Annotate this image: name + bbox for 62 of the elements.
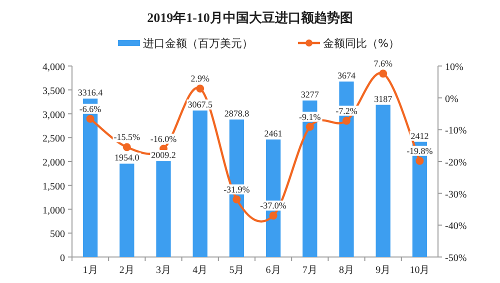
point <box>269 212 278 220</box>
data-label: -6.6% <box>79 104 102 114</box>
x-tick-label: 4月 <box>192 265 208 276</box>
data-label: 2412 <box>410 130 429 141</box>
data-label: 3067.5 <box>188 100 213 110</box>
data-label: -15.5% <box>114 132 141 142</box>
data-label: 2878.8 <box>224 108 250 119</box>
data-label: 1954.0 <box>114 152 140 163</box>
bar <box>156 161 171 257</box>
x-tick-label: 5月 <box>229 265 244 276</box>
data-label: 2009.2 <box>151 150 176 160</box>
point <box>379 70 388 78</box>
x-tick-label: 8月 <box>339 265 354 276</box>
y-tick-label: 1,000 <box>42 205 65 216</box>
x-tick-label: 9月 <box>376 265 391 276</box>
y-tick-label: 0 <box>60 253 65 264</box>
x-tick-label: 7月 <box>302 265 318 276</box>
bar <box>192 110 208 257</box>
x-tick-label: 6月 <box>266 265 281 276</box>
legend-label: 进口金额（百万美元） <box>143 37 253 50</box>
point <box>232 195 241 204</box>
data-label: -9.1% <box>299 112 322 122</box>
y-tick-label: 500 <box>50 229 65 240</box>
data-label: 2.9% <box>190 74 210 84</box>
x-tick-label: 3月 <box>156 265 171 276</box>
point <box>122 143 131 152</box>
y-tick-label: 3,500 <box>42 86 65 97</box>
data-label: 3277 <box>300 90 320 100</box>
data-label: 2461 <box>264 128 282 138</box>
data-label: -19.8% <box>406 146 434 156</box>
y2-tick-label: 0% <box>445 94 458 105</box>
legend-label: 金额同比（%） <box>323 37 400 50</box>
point <box>416 156 424 165</box>
data-label: -37.0% <box>260 200 287 211</box>
chart-title: 2019年1-10月中国大豆进口额趋势图 <box>147 10 353 25</box>
data-label: 3187 <box>374 94 393 104</box>
point <box>306 122 314 131</box>
point <box>342 116 350 125</box>
y-tick-label: 4,000 <box>42 62 65 73</box>
data-label: -31.9% <box>224 184 250 194</box>
data-label: -7.2% <box>336 106 358 116</box>
y2-tick-label: -50% <box>445 253 467 264</box>
y-tick-label: 1,500 <box>42 181 65 192</box>
y2-tick-label: 10% <box>445 62 464 73</box>
data-label: 3674 <box>338 70 356 81</box>
y2-tick-label: -10% <box>445 126 467 137</box>
x-tick-label: 10月 <box>410 265 430 276</box>
bar <box>120 164 134 257</box>
y2-tick-label: -30% <box>445 189 467 200</box>
y-tick-label: 2,500 <box>42 134 65 145</box>
point <box>86 114 94 123</box>
data-label: 7.6% <box>374 58 393 69</box>
y-tick-label: 3,000 <box>42 110 65 121</box>
data-label: -16.0% <box>150 134 178 144</box>
y-tick-label: 2,000 <box>42 158 65 168</box>
data-label: 3316.4 <box>78 88 104 98</box>
point <box>196 84 204 93</box>
bar <box>376 104 390 257</box>
y2-tick-label: -40% <box>445 221 467 232</box>
y2-tick-label: -20% <box>445 158 467 168</box>
x-tick-label: 2月 <box>119 265 134 276</box>
x-tick-label: 1月 <box>82 265 98 276</box>
